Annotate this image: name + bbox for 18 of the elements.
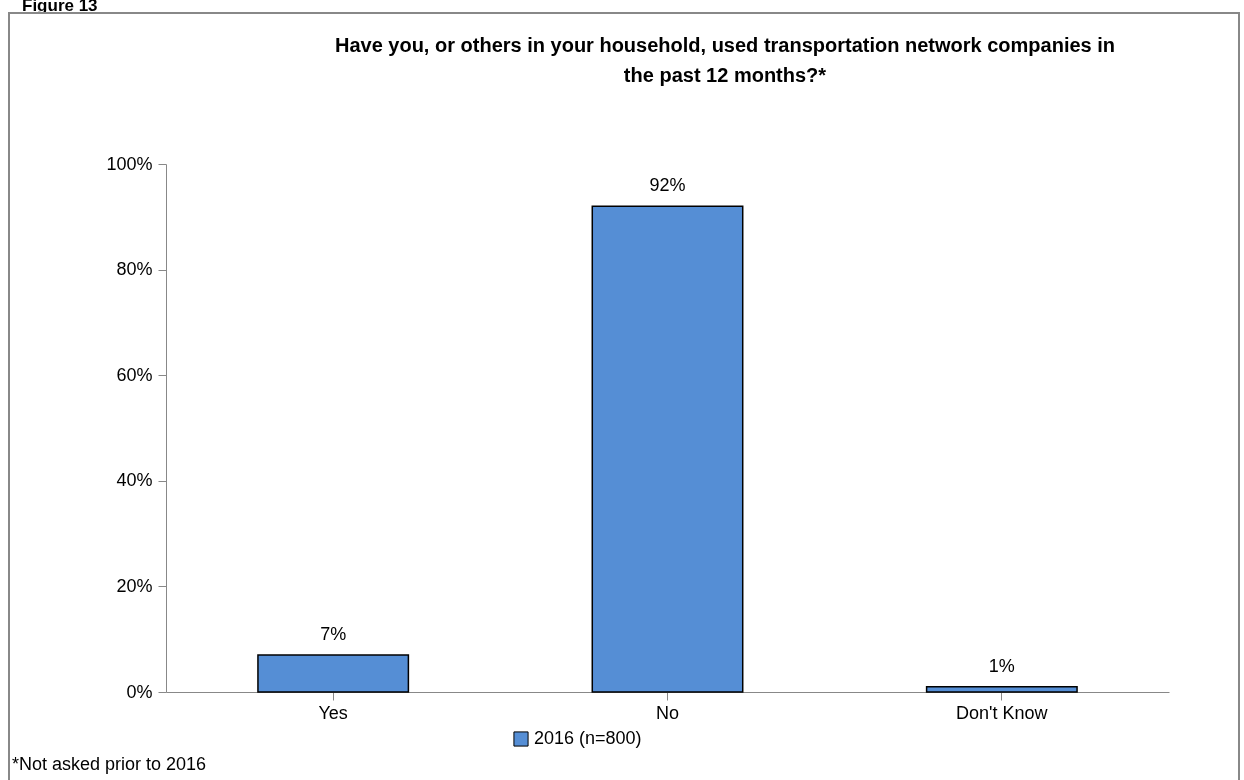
bar bbox=[257, 654, 410, 693]
data-label: 92% bbox=[649, 175, 686, 196]
x-tick-label: No bbox=[655, 702, 680, 723]
data-label: 1% bbox=[988, 655, 1015, 676]
x-tick-label: Don't Know bbox=[956, 702, 1049, 723]
y-tick-label: 80% bbox=[116, 259, 153, 280]
y-tick-label: 20% bbox=[116, 575, 153, 596]
y-tick-label: 60% bbox=[116, 364, 153, 385]
x-tick-label: Yes bbox=[318, 702, 348, 723]
legend-label: 2016 (n=800) bbox=[534, 728, 642, 748]
y-tick-label: 100% bbox=[106, 153, 153, 174]
text: *Not asked prior to 2016 bbox=[12, 754, 207, 775]
bar bbox=[591, 205, 744, 693]
y-tick-label: 0% bbox=[126, 681, 153, 702]
data-label: 7% bbox=[320, 624, 347, 645]
chart-title: Have you, or others in your household, used transportation network companies in the past 12 months?* bbox=[333, 33, 1117, 88]
y-tick-label: 40% bbox=[116, 470, 153, 491]
bar bbox=[925, 685, 1078, 693]
